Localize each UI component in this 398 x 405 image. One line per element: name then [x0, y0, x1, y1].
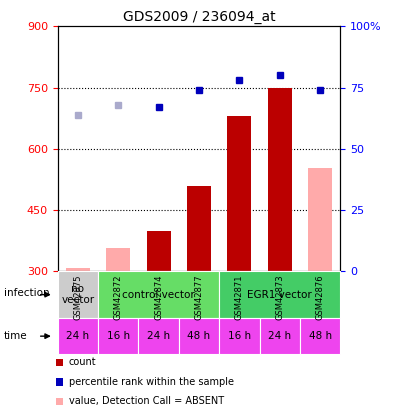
Text: GSM42872: GSM42872 [114, 275, 123, 320]
Text: no
vector: no vector [61, 284, 94, 305]
Bar [146, 230, 171, 271]
Bar [308, 168, 332, 271]
Text: 16 h: 16 h [228, 331, 251, 341]
Text: control vector: control vector [122, 290, 195, 300]
Text: infection: infection [4, 288, 50, 298]
Bar [267, 87, 292, 271]
Text: GSM42875: GSM42875 [73, 275, 82, 320]
Text: GDS2009 / 236094_at: GDS2009 / 236094_at [123, 10, 275, 24]
Text: 48 h: 48 h [308, 331, 332, 341]
Text: time: time [4, 331, 27, 341]
Bar [106, 248, 131, 271]
Text: GSM42877: GSM42877 [195, 275, 203, 320]
Text: value, Detection Call = ABSENT: value, Detection Call = ABSENT [69, 396, 224, 405]
Text: count: count [69, 358, 96, 367]
Text: GSM42876: GSM42876 [316, 275, 325, 320]
Bar [187, 185, 211, 271]
Text: 24 h: 24 h [147, 331, 170, 341]
Bar [66, 269, 90, 271]
Text: GSM42871: GSM42871 [235, 275, 244, 320]
Text: 24 h: 24 h [66, 331, 90, 341]
Text: EGR1 vector: EGR1 vector [248, 290, 312, 300]
Text: 16 h: 16 h [107, 331, 130, 341]
Text: 24 h: 24 h [268, 331, 291, 341]
Text: 48 h: 48 h [187, 331, 211, 341]
Text: GSM42874: GSM42874 [154, 275, 163, 320]
Text: percentile rank within the sample: percentile rank within the sample [69, 377, 234, 387]
Text: GSM42873: GSM42873 [275, 275, 284, 320]
Bar [227, 116, 252, 271]
